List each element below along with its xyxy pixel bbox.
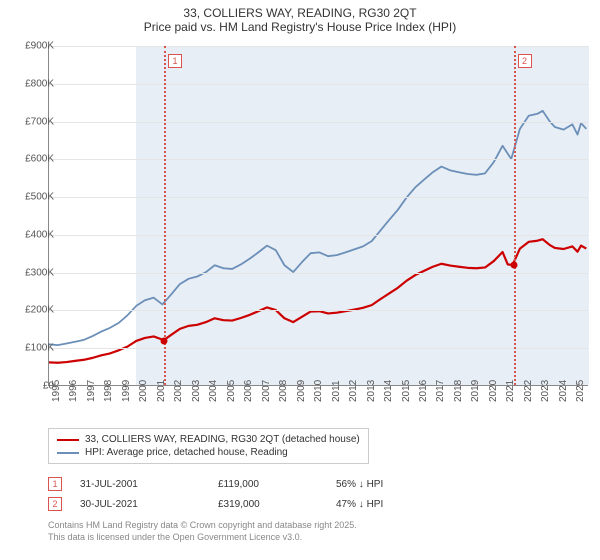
xtick-label: 1999 <box>121 380 132 402</box>
xtick-label: 2017 <box>435 380 446 402</box>
ytick-label: £200K <box>10 305 54 316</box>
xtick-label: 2020 <box>488 380 499 402</box>
gridline <box>49 122 588 123</box>
sales-table: 1 31-JUL-2001 £119,000 56% ↓ HPI 2 30-JUL-202… <box>48 474 456 514</box>
chart-svg <box>49 46 588 385</box>
footer-line1: Contains HM Land Registry data © Crown c… <box>48 520 357 532</box>
ytick-label: £300K <box>10 267 54 278</box>
ytick-label: £900K <box>10 41 54 52</box>
legend-label: 33, COLLIERS WAY, READING, RG30 2QT (det… <box>85 434 360 445</box>
xtick-label: 1997 <box>86 380 97 402</box>
xtick-label: 2018 <box>453 380 464 402</box>
chart-plot-area: 12 <box>48 46 588 386</box>
xtick-label: 2001 <box>156 380 167 402</box>
ytick-label: £600K <box>10 154 54 165</box>
xtick-label: 2004 <box>208 380 219 402</box>
gridline <box>49 273 588 274</box>
ytick-label: £0 <box>10 381 54 392</box>
xtick-label: 2014 <box>383 380 394 402</box>
sale-marker-label: 1 <box>168 54 182 68</box>
xtick-label: 2009 <box>296 380 307 402</box>
title-subtitle: Price paid vs. HM Land Registry's House … <box>0 20 600 34</box>
attribution-footer: Contains HM Land Registry data © Crown c… <box>48 520 357 543</box>
chart-container: 33, COLLIERS WAY, READING, RG30 2QT Pric… <box>0 0 600 560</box>
gridline <box>49 310 588 311</box>
sale-date: 31-JUL-2001 <box>80 479 200 490</box>
gridline <box>49 159 588 160</box>
xtick-label: 2010 <box>313 380 324 402</box>
ytick-label: £800K <box>10 78 54 89</box>
sale-marker-line <box>164 46 166 385</box>
gridline <box>49 46 588 47</box>
sale-id-box: 2 <box>48 497 62 511</box>
sale-hpi-delta: 56% ↓ HPI <box>336 479 456 490</box>
gridline <box>49 348 588 349</box>
gridline <box>49 235 588 236</box>
xtick-label: 2024 <box>558 380 569 402</box>
sale-row: 1 31-JUL-2001 £119,000 56% ↓ HPI <box>48 474 456 494</box>
xtick-label: 1998 <box>103 380 114 402</box>
sale-marker-label: 2 <box>518 54 532 68</box>
gridline <box>49 197 588 198</box>
gridline <box>49 84 588 85</box>
xtick-label: 2019 <box>470 380 481 402</box>
xtick-label: 2022 <box>523 380 534 402</box>
ytick-label: £100K <box>10 343 54 354</box>
xtick-label: 2000 <box>138 380 149 402</box>
legend-swatch <box>57 452 79 454</box>
xtick-label: 2015 <box>401 380 412 402</box>
sale-dot <box>510 262 517 269</box>
sale-date: 30-JUL-2021 <box>80 499 200 510</box>
xtick-label: 2011 <box>331 380 342 402</box>
sale-row: 2 30-JUL-2021 £319,000 47% ↓ HPI <box>48 494 456 514</box>
xtick-label: 2025 <box>575 380 586 402</box>
xtick-label: 2003 <box>191 380 202 402</box>
title-address: 33, COLLIERS WAY, READING, RG30 2QT <box>0 6 600 20</box>
legend: 33, COLLIERS WAY, READING, RG30 2QT (det… <box>48 428 369 464</box>
footer-line2: This data is licensed under the Open Gov… <box>48 532 357 544</box>
xtick-label: 2007 <box>261 380 272 402</box>
legend-item: 33, COLLIERS WAY, READING, RG30 2QT (det… <box>57 433 360 446</box>
sale-id-box: 1 <box>48 477 62 491</box>
ytick-label: £500K <box>10 192 54 203</box>
ytick-label: £700K <box>10 116 54 127</box>
sale-price: £319,000 <box>218 499 318 510</box>
sale-dot <box>160 338 167 345</box>
sale-marker-line <box>514 46 516 385</box>
series-line <box>49 239 586 363</box>
title-block: 33, COLLIERS WAY, READING, RG30 2QT Pric… <box>0 0 600 38</box>
xtick-label: 2023 <box>540 380 551 402</box>
xtick-label: 2006 <box>243 380 254 402</box>
ytick-label: £400K <box>10 229 54 240</box>
xtick-label: 2008 <box>278 380 289 402</box>
xtick-label: 2005 <box>226 380 237 402</box>
sale-price: £119,000 <box>218 479 318 490</box>
xtick-label: 2012 <box>348 380 359 402</box>
legend-item: HPI: Average price, detached house, Read… <box>57 446 360 459</box>
xtick-label: 1995 <box>51 380 62 402</box>
xtick-label: 1996 <box>68 380 79 402</box>
legend-label: HPI: Average price, detached house, Read… <box>85 447 288 458</box>
xtick-label: 2016 <box>418 380 429 402</box>
xtick-label: 2021 <box>505 380 516 402</box>
xtick-label: 2002 <box>173 380 184 402</box>
sale-hpi-delta: 47% ↓ HPI <box>336 499 456 510</box>
xtick-label: 2013 <box>366 380 377 402</box>
legend-swatch <box>57 439 79 441</box>
